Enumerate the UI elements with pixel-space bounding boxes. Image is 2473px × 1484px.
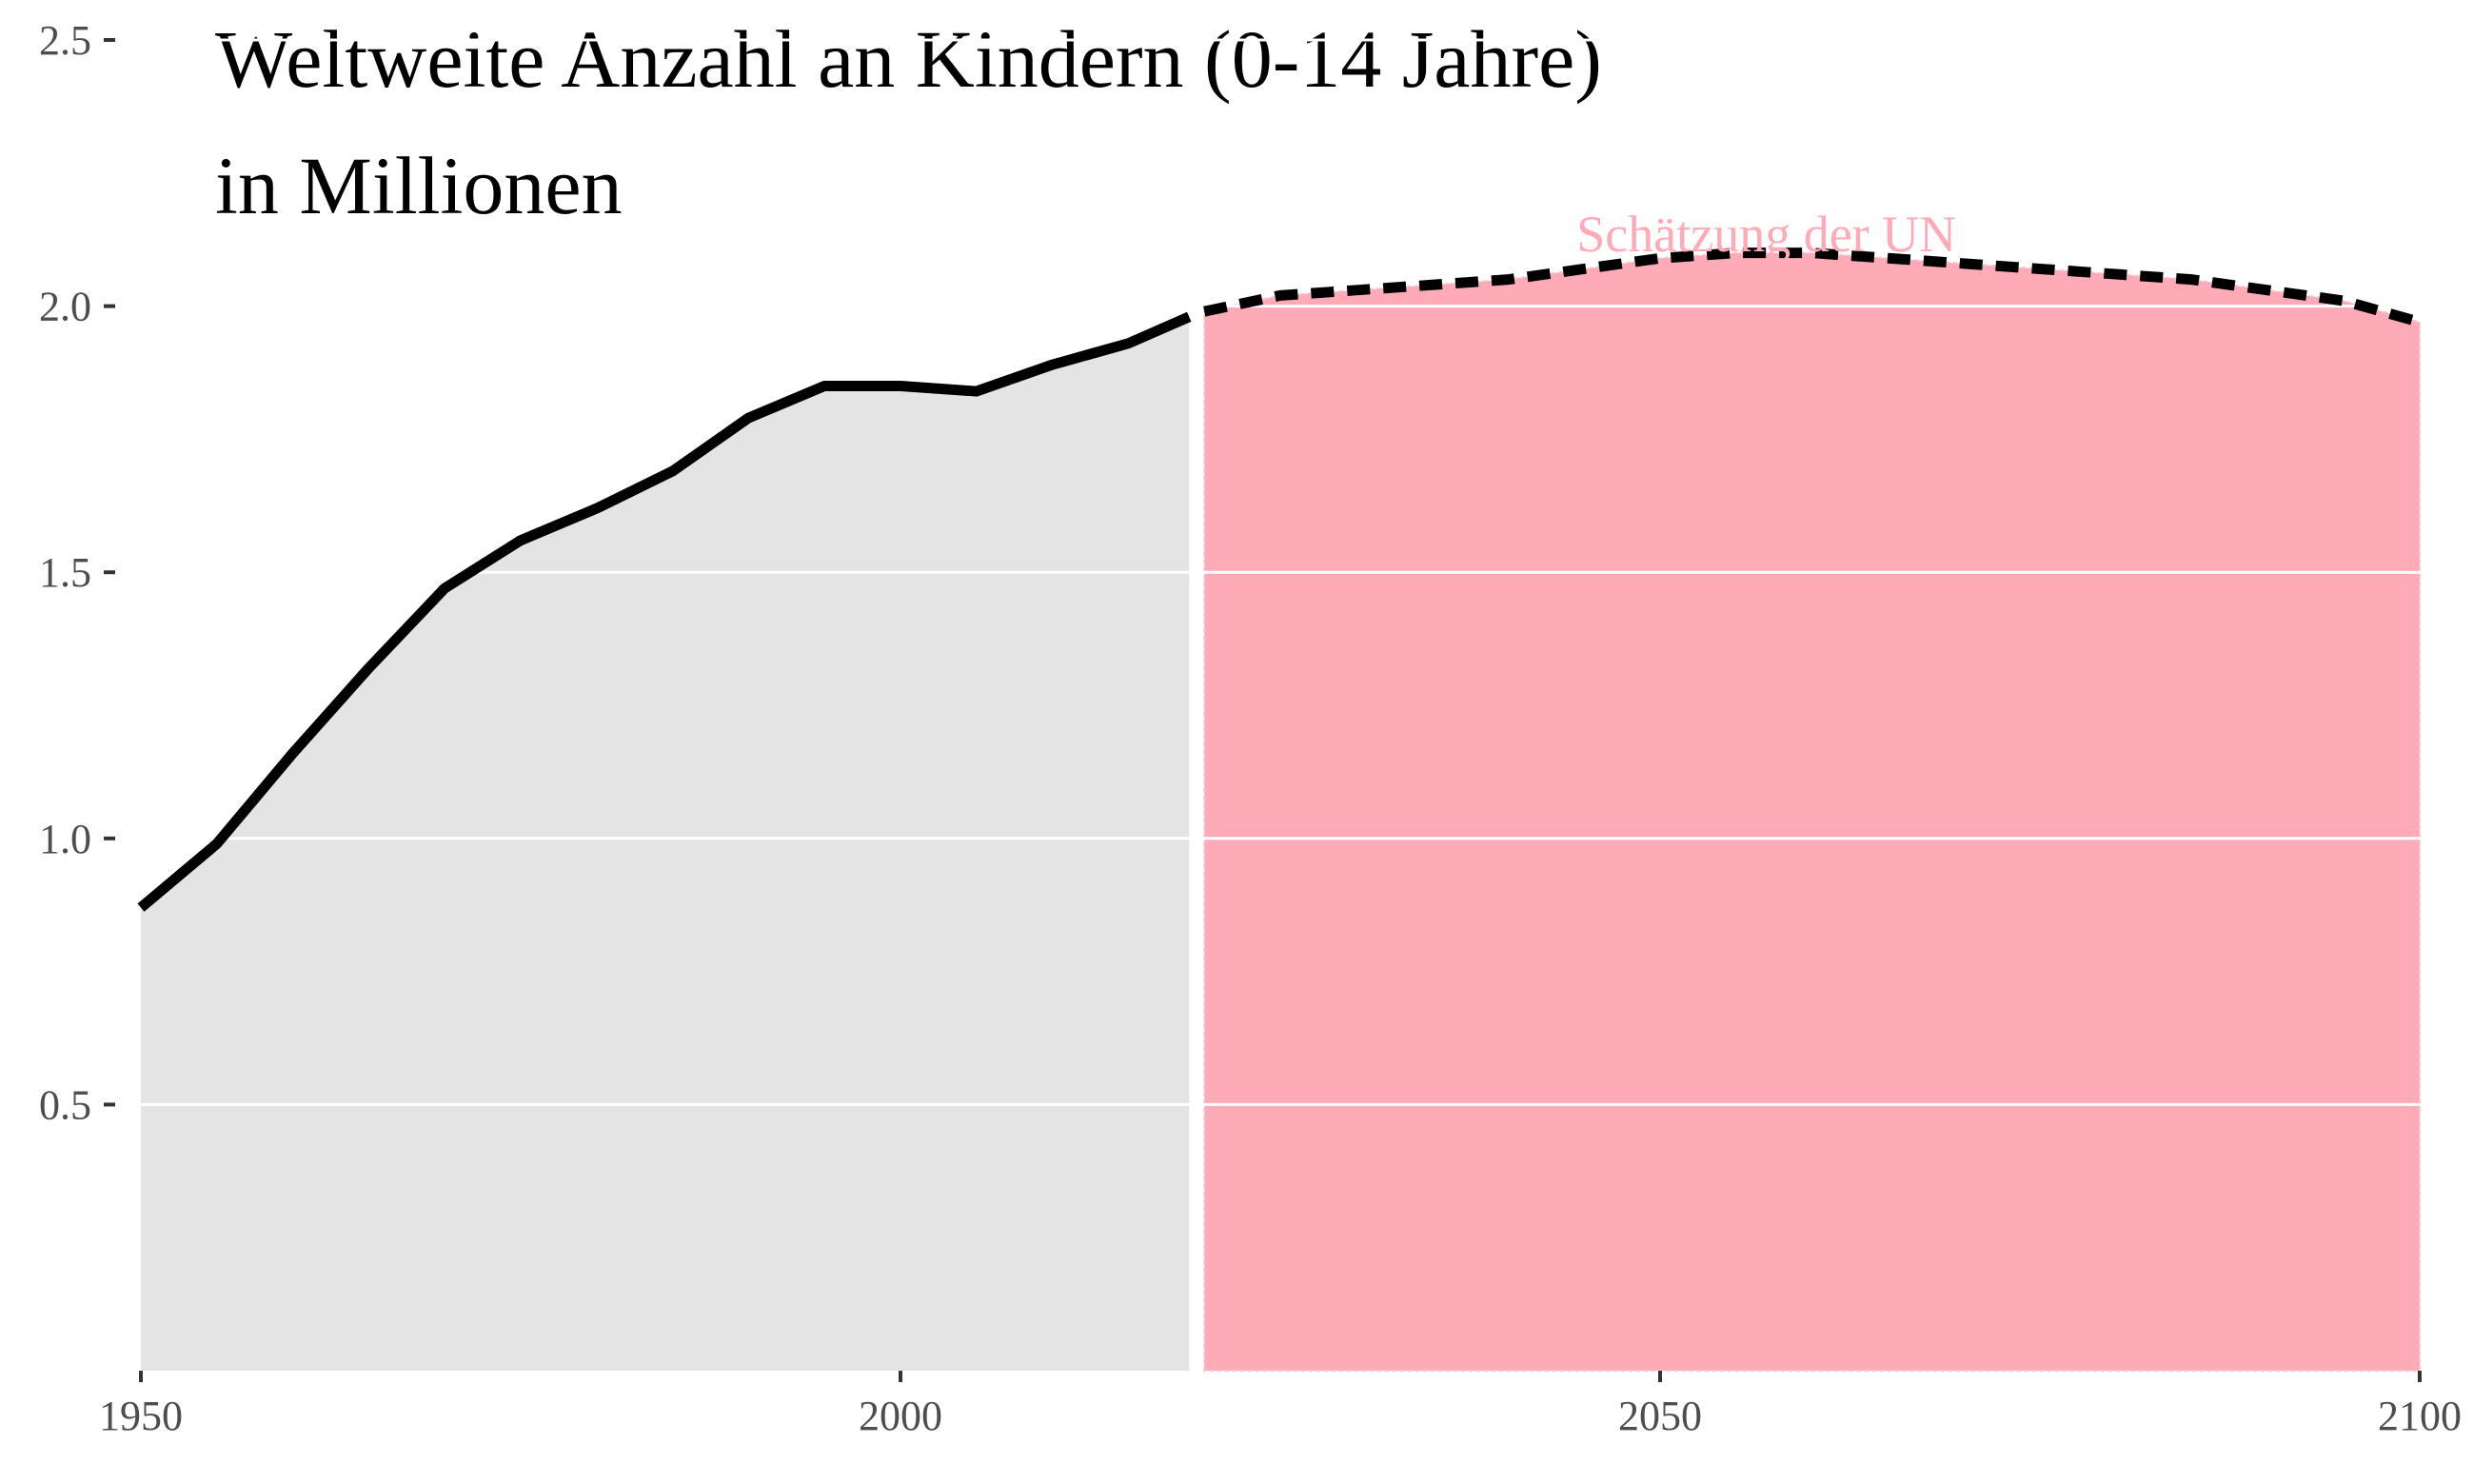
y-tick-label-2.5: 2.5 [39, 17, 91, 64]
series-line-historical [137, 311, 1192, 912]
chart-title-line-2: in Millionen [215, 140, 623, 231]
historical-area [141, 316, 1190, 1372]
y-tick-label-0.5: 0.5 [39, 1081, 91, 1128]
x-tick-label-2000: 2000 [859, 1393, 942, 1439]
x-tick-label-1950: 1950 [99, 1393, 183, 1439]
y-tick-label-1.5: 1.5 [39, 549, 91, 596]
area-layer [141, 251, 2421, 1372]
y-tick-label-2.0: 2.0 [39, 284, 91, 330]
projection-area [1203, 251, 2421, 1372]
series-line-projection [1203, 247, 2422, 327]
chart-title-line-1: Weltweite Anzahl an Kindern (0-14 Jahre) [215, 13, 1602, 105]
axes: 0.5 1.0 1.5 2.0 2.5 1950 2000 2050 2100 [39, 17, 2462, 1439]
series-lines [137, 247, 2422, 912]
x-tick-label-2050: 2050 [1618, 1393, 1702, 1439]
y-tick-label-1.0: 1.0 [39, 816, 91, 862]
x-tick-label-2100: 2100 [2378, 1393, 2462, 1439]
annotations: Schätzung der UN [1576, 206, 1956, 263]
gridlines [141, 38, 2420, 1106]
projection-label: Schätzung der UN [1576, 206, 1956, 263]
